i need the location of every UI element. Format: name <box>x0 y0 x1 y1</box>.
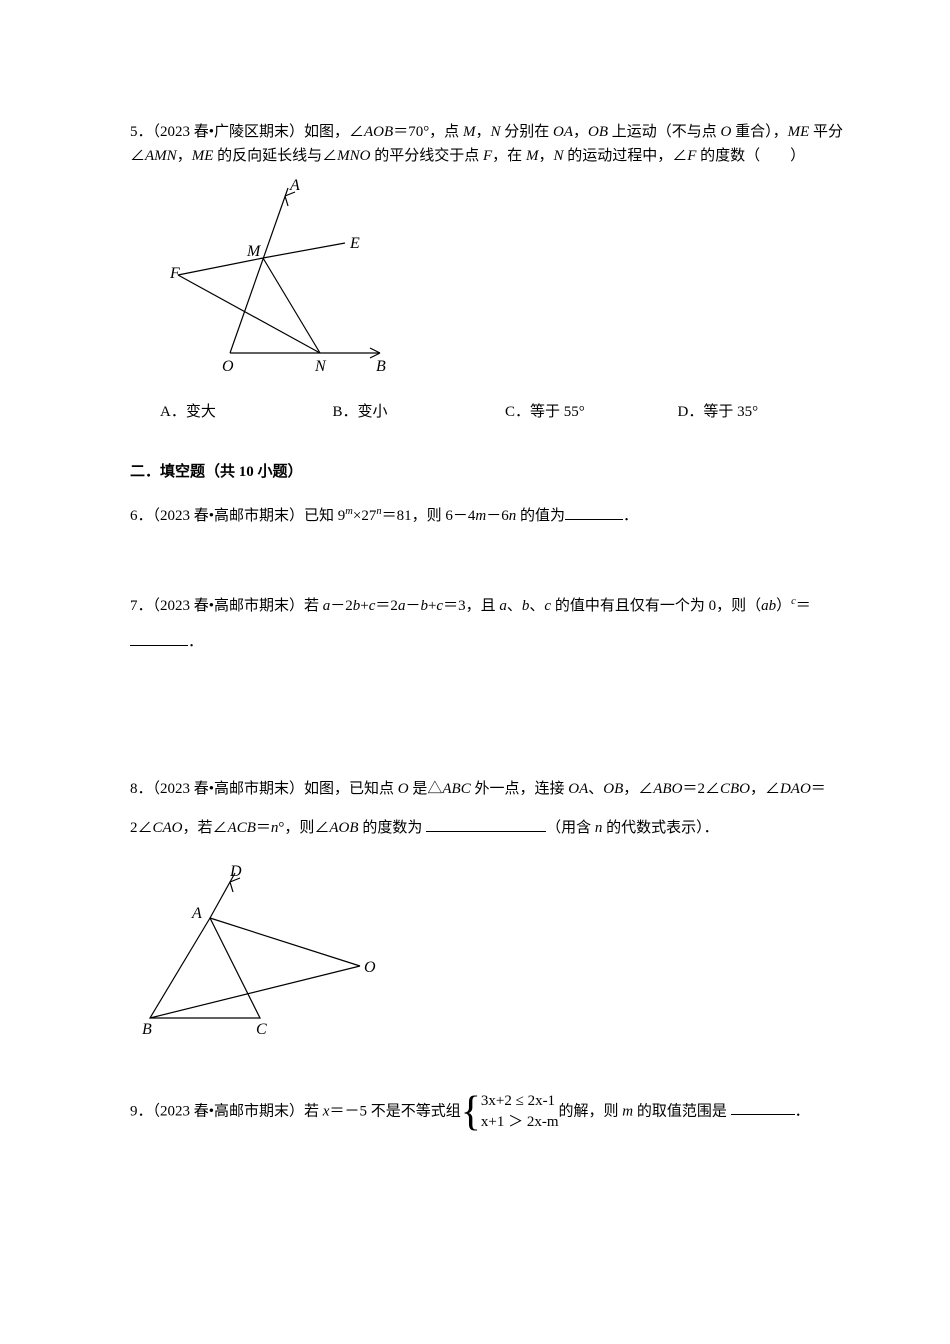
page: 5．（2023 春•广陵区期末）如图，∠AOB＝70°，点 M，N 分别在 OA… <box>0 0 950 1344</box>
option-b[interactable]: B．变小 <box>333 400 506 424</box>
label-A: A <box>191 905 202 922</box>
label-O: O <box>222 358 234 375</box>
question-5: 5．（2023 春•广陵区期末）如图，∠AOB＝70°，点 M，N 分别在 OA… <box>130 120 850 424</box>
q8-figure: D A O B C <box>130 858 850 1054</box>
q7-blank <box>130 645 188 646</box>
label-C: C <box>256 1021 267 1038</box>
q5-figure: A M E F O N B <box>170 178 850 386</box>
brace-icon: { <box>461 1090 481 1134</box>
label-B: B <box>376 358 386 375</box>
question-7: 7．（2023 春•高邮市期末）若 a－2b+c＝2a－b+c＝3，且 a、b、… <box>130 588 850 660</box>
label-E: E <box>349 235 360 252</box>
inequality-system: 3x+2 ≤ 2x-1x+1 ＞ 2x-m <box>481 1091 559 1133</box>
label-F: F <box>170 265 180 282</box>
label-A: A <box>289 178 300 194</box>
q5-text: 5．（2023 春•广陵区期末）如图，∠AOB＝70°，点 M，N 分别在 OA… <box>130 124 843 164</box>
option-a[interactable]: A．变大 <box>160 400 333 424</box>
label-O: O <box>364 959 376 976</box>
q6-blank <box>565 519 623 520</box>
option-d[interactable]: D．等于 35° <box>678 400 851 424</box>
question-9: 9．（2023 春•高邮市期末）若 x＝－5 不是不等式组{3x+2 ≤ 2x-… <box>130 1090 850 1134</box>
question-6: 6．（2023 春•高邮市期末）已知 9m×27n＝81，则 6－4m－6n 的… <box>130 504 850 528</box>
label-B: B <box>142 1021 152 1038</box>
section-2-header: 二．填空题（共 10 小题） <box>130 460 850 484</box>
q5-options: A．变大 B．变小 C．等于 55° D．等于 35° <box>160 400 850 424</box>
option-c[interactable]: C．等于 55° <box>505 400 678 424</box>
question-8: 8．（2023 春•高邮市期末）如图，已知点 O 是△ABC 外一点，连接 OA… <box>130 770 850 1054</box>
q9-blank <box>731 1114 795 1115</box>
label-D: D <box>229 863 242 880</box>
label-M: M <box>246 243 262 260</box>
label-N: N <box>314 358 327 375</box>
q8-blank <box>426 831 546 832</box>
